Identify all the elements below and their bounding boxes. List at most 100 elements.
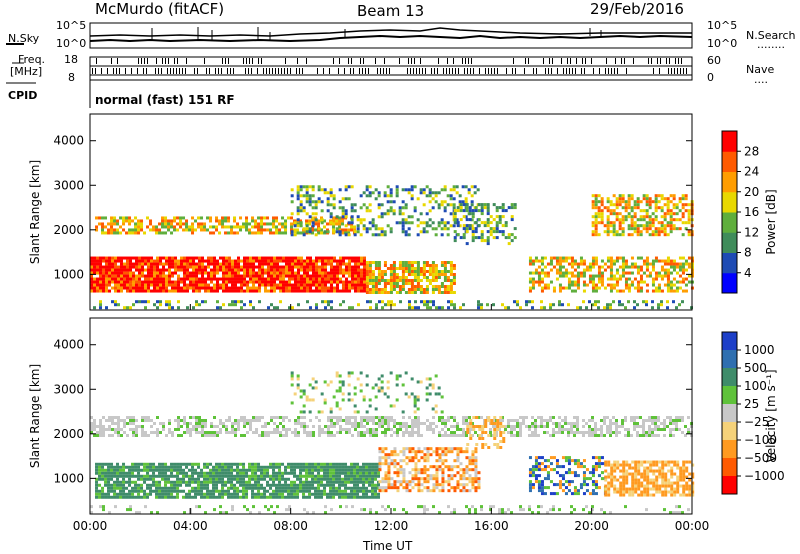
velocity-cell-positive	[221, 474, 225, 478]
power-cell-weak	[305, 197, 309, 201]
power-cell-medium	[353, 228, 357, 232]
power-cell-strong	[159, 280, 162, 284]
velocity-cell-positive	[227, 489, 231, 493]
power-cell-medium	[639, 218, 643, 222]
power-cell-strong	[201, 271, 204, 275]
power-cell-strong	[141, 262, 144, 266]
velocity-cell-positive	[302, 495, 306, 499]
velocity-cell-positive	[344, 477, 348, 481]
power-cell-weak	[395, 191, 399, 195]
power-cell-strong	[270, 274, 273, 278]
velocity-cell-near-zero	[357, 431, 360, 434]
power-cell-medium	[531, 271, 535, 275]
power-cell-strong	[162, 277, 165, 281]
velocity-cell-positive	[146, 468, 150, 472]
power-cell-strong	[267, 262, 270, 266]
velocity-cell-negative	[435, 459, 439, 463]
power-cell-medium	[170, 231, 174, 235]
power-cell-medium	[449, 264, 453, 267]
velocity-cell-positive	[110, 471, 114, 475]
power-cell-ground	[450, 300, 453, 304]
velocity-cell-positive	[143, 495, 147, 499]
velocity-cell-positive	[242, 465, 246, 469]
velocity-cell-near-zero	[114, 431, 117, 434]
freq-mark	[302, 68, 303, 74]
power-cell-strong	[276, 256, 279, 260]
velocity-cell-positive	[335, 465, 339, 469]
velocity-cell-near-zero	[213, 416, 216, 419]
power-cell-medium	[543, 286, 547, 290]
power-cell-medium	[669, 227, 673, 231]
velocity-cell-positive	[314, 486, 318, 490]
power-cell-medium	[197, 225, 201, 229]
power-cell-medium	[618, 194, 622, 198]
power-cell-medium	[657, 271, 661, 275]
power-cell-ground	[567, 303, 570, 307]
power-cell-medium	[377, 267, 381, 270]
velocity-cell-near-zero	[372, 419, 375, 422]
velocity-cell-positive	[362, 471, 366, 475]
power-cell-medium	[654, 215, 658, 219]
power-cell-medium	[534, 268, 538, 272]
power-cell-medium	[221, 225, 225, 229]
velocity-cell-negative	[378, 465, 382, 469]
power-cell-weak	[489, 233, 493, 237]
power-cell-strong	[342, 280, 345, 284]
power-cell-medium	[215, 225, 219, 229]
power-cell-weak	[407, 188, 411, 192]
power-cell-weak	[302, 185, 306, 189]
velocity-cell-positive	[143, 480, 147, 484]
power-cell-medium	[621, 215, 625, 219]
nave-mark	[585, 58, 586, 64]
power-cell-weak	[386, 200, 390, 204]
power-cell-strong	[291, 262, 294, 266]
nave-mark	[465, 58, 466, 64]
power-cell-strong	[141, 280, 144, 284]
velocity-cell-near-zero	[426, 425, 429, 428]
power-cell-strong	[183, 262, 186, 266]
power-cell-medium	[675, 206, 679, 210]
power-cell-medium	[636, 268, 640, 272]
power-cell-weak	[299, 224, 303, 228]
power-cell-weak	[329, 203, 333, 207]
power-cell-medium	[119, 225, 123, 229]
power-cell-ground	[432, 303, 435, 307]
power-cell-medium	[657, 283, 661, 287]
velocity-cell-negative	[402, 471, 406, 475]
power-cell-medium	[380, 291, 384, 294]
velocity-cell-positive	[164, 477, 168, 481]
velocity-cell-near-zero	[378, 419, 381, 422]
power-cell-medium	[398, 291, 402, 294]
velocity-cell-positive	[305, 462, 309, 466]
velocity-cell-near-zero	[282, 428, 285, 431]
power-cell-strong	[360, 283, 363, 287]
power-cell-strong	[105, 256, 108, 260]
velocity-cell-near-zero	[294, 434, 297, 437]
power-cell-strong	[126, 268, 129, 272]
power-cell-strong	[246, 265, 249, 269]
velocity-cell-near-zero	[201, 434, 204, 437]
velocity-cell-near-zero	[252, 419, 255, 422]
velocity-cell-near-zero	[528, 425, 531, 428]
power-cell-strong	[99, 289, 102, 293]
velocity-cell-positive	[137, 462, 141, 466]
velocity-cell-positive	[101, 462, 105, 466]
power-cell-strong	[348, 265, 351, 269]
power-cell-medium	[681, 206, 685, 210]
power-cell-weak	[458, 194, 462, 198]
nave-mark	[399, 58, 400, 64]
power-cell-medium	[579, 274, 583, 278]
velocity-cell-positive	[359, 480, 363, 484]
power-cell-medium	[128, 231, 132, 235]
power-cell-medium	[642, 194, 646, 198]
power-cell-medium	[660, 209, 664, 213]
nave-mark	[651, 58, 652, 64]
power-cell-medium	[365, 288, 369, 291]
velocity-cell-positive	[296, 483, 300, 487]
velocity-cell-positive	[296, 486, 300, 490]
power-cell-medium	[636, 256, 640, 260]
velocity-cell-positive	[254, 492, 258, 496]
velocity-cell-positive	[113, 474, 117, 478]
power-cell-weak	[353, 203, 357, 207]
